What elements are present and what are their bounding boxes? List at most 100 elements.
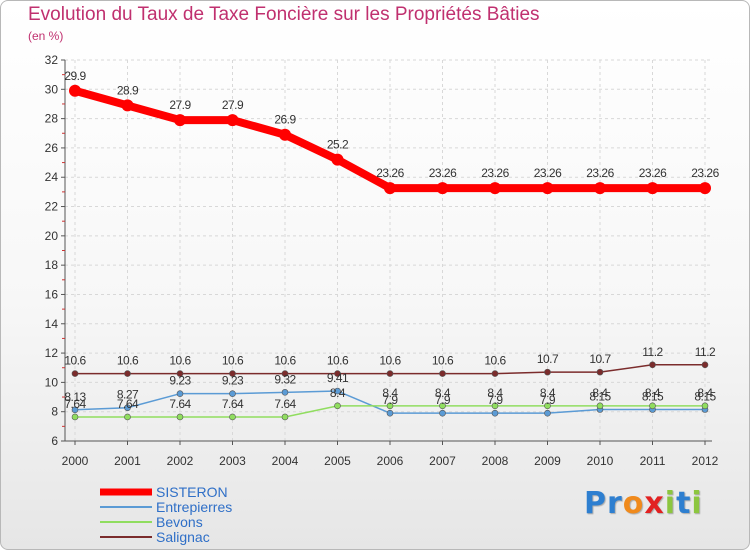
y-tick-label: 28 bbox=[45, 112, 59, 126]
data-point bbox=[646, 182, 659, 195]
data-label: 23.26 bbox=[534, 166, 562, 180]
logo-letter: i bbox=[691, 486, 703, 521]
data-label: 26.9 bbox=[274, 113, 296, 127]
data-point bbox=[491, 370, 499, 377]
data-label: 10.6 bbox=[432, 354, 454, 368]
data-point bbox=[439, 409, 446, 417]
data-point bbox=[279, 128, 291, 141]
data-point bbox=[229, 390, 236, 397]
y-tick-label: 14 bbox=[45, 317, 59, 331]
data-label: 8.15 bbox=[642, 389, 664, 403]
x-tick-label: 2002 bbox=[167, 454, 194, 468]
data-label: 8.4 bbox=[382, 386, 398, 400]
proxiti-logo: Proxiti bbox=[584, 486, 703, 521]
data-point bbox=[701, 402, 709, 410]
data-label: 8.4 bbox=[540, 386, 556, 400]
data-point bbox=[436, 182, 449, 195]
data-label: 11.2 bbox=[695, 345, 716, 359]
data-point bbox=[124, 404, 131, 412]
legend-label: Bevons bbox=[156, 514, 203, 530]
data-label: 10.6 bbox=[64, 354, 86, 368]
data-label: 8.4 bbox=[697, 386, 713, 400]
data-label: 8.4 bbox=[435, 386, 451, 400]
logo-letter: x bbox=[644, 486, 665, 521]
x-tick-label: 2005 bbox=[324, 454, 351, 468]
data-label: 7.64 bbox=[64, 397, 86, 411]
data-label: 10.6 bbox=[169, 354, 191, 368]
data-label: 8.15 bbox=[589, 389, 611, 403]
data-label: 10.7 bbox=[589, 352, 611, 366]
data-point bbox=[594, 182, 606, 195]
data-point bbox=[386, 370, 394, 377]
data-label: 9.23 bbox=[222, 374, 244, 388]
data-label: 10.6 bbox=[117, 354, 139, 368]
data-label: 10.6 bbox=[379, 354, 401, 368]
data-point bbox=[71, 413, 79, 421]
data-label: 23.26 bbox=[481, 166, 509, 180]
data-label: 7.9 bbox=[540, 393, 556, 407]
logo-letter: o bbox=[622, 486, 645, 521]
y-tick-label: 26 bbox=[45, 141, 59, 155]
data-label: 10.6 bbox=[222, 354, 244, 368]
y-tick-label: 20 bbox=[45, 229, 59, 243]
logo-letter: r bbox=[607, 486, 623, 521]
data-label: 23.26 bbox=[429, 166, 457, 180]
data-point bbox=[386, 402, 394, 410]
legend-label: SISTERON bbox=[156, 484, 228, 500]
data-point bbox=[439, 402, 446, 410]
logo-letter: i bbox=[664, 486, 677, 521]
data-label: 7.9 bbox=[382, 393, 398, 407]
x-tick-label: 2009 bbox=[534, 454, 561, 468]
data-point bbox=[174, 114, 186, 127]
data-point bbox=[489, 182, 501, 195]
y-tick-label: 8 bbox=[51, 405, 58, 419]
data-point bbox=[334, 402, 341, 410]
data-label: 7.64 bbox=[169, 397, 191, 411]
data-point bbox=[71, 370, 79, 377]
data-label: 8.15 bbox=[694, 389, 716, 403]
data-point bbox=[386, 409, 394, 417]
data-label: 11.2 bbox=[642, 345, 663, 359]
x-tick-label: 2000 bbox=[62, 454, 89, 468]
data-point bbox=[71, 406, 79, 414]
y-tick-label: 32 bbox=[45, 53, 59, 67]
x-tick-label: 2004 bbox=[272, 454, 299, 468]
x-tick-label: 2006 bbox=[377, 454, 404, 468]
data-point bbox=[544, 409, 551, 417]
data-point bbox=[334, 370, 341, 377]
y-tick-label: 6 bbox=[51, 434, 58, 448]
data-label: 27.9 bbox=[222, 98, 244, 112]
data-label: 10.6 bbox=[484, 354, 506, 368]
data-point bbox=[701, 361, 709, 369]
data-point bbox=[281, 370, 289, 377]
data-label: 7.64 bbox=[117, 397, 139, 411]
x-tick-label: 2007 bbox=[429, 454, 456, 468]
data-label: 10.6 bbox=[327, 354, 349, 368]
data-point bbox=[281, 389, 289, 396]
logo-letter: t bbox=[676, 486, 692, 521]
y-tick-label: 10 bbox=[45, 375, 59, 389]
data-label: 23.26 bbox=[586, 166, 614, 180]
data-point bbox=[331, 153, 344, 166]
data-label: 28.9 bbox=[117, 83, 139, 97]
data-point bbox=[649, 402, 656, 410]
data-label: 23.26 bbox=[691, 166, 719, 180]
data-label: 9.41 bbox=[327, 371, 349, 385]
data-point bbox=[541, 182, 554, 195]
y-tick-label: 16 bbox=[45, 287, 59, 301]
x-tick-label: 2010 bbox=[587, 454, 614, 468]
data-point bbox=[176, 370, 184, 377]
data-label: 8.4 bbox=[645, 386, 661, 400]
data-point bbox=[439, 370, 446, 377]
data-label: 7.64 bbox=[222, 397, 244, 411]
data-label: 10.6 bbox=[274, 354, 296, 368]
x-tick-label: 2011 bbox=[640, 454, 666, 468]
data-label: 8.27 bbox=[117, 388, 139, 402]
data-point bbox=[384, 182, 396, 195]
data-point bbox=[281, 413, 289, 421]
data-point bbox=[124, 413, 131, 421]
data-label: 10.7 bbox=[537, 352, 559, 366]
data-label: 27.9 bbox=[169, 98, 191, 112]
